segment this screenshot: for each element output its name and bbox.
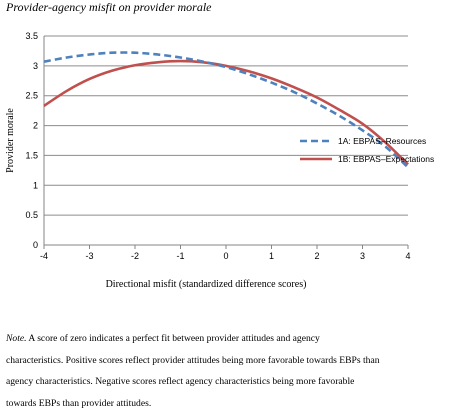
legend-label-resources: 1A: EBPAS–Resources <box>338 136 426 146</box>
y-tick-label: 3 <box>33 61 38 71</box>
x-tick-label: -4 <box>40 251 48 261</box>
figure-note: Note. A score of zero indicates a perfec… <box>6 328 466 414</box>
x-tick-label: -2 <box>131 251 139 261</box>
y-tick-label: 3.5 <box>25 31 38 41</box>
y-tick-label: 2 <box>33 121 38 131</box>
x-tick-label: -1 <box>176 251 184 261</box>
x-axis-label: Directional misfit (standardized differe… <box>106 279 307 290</box>
series-line-expectations <box>43 59 409 166</box>
figure-title: Provider-agency misfit on provider moral… <box>6 0 212 14</box>
series-line-resources <box>43 51 409 169</box>
note-line-2: characteristics. Positive scores reflect… <box>6 354 380 366</box>
legend: 1A: EBPAS–Resources 1B: EBPAS–Expectation… <box>300 136 434 164</box>
y-tick-label: 1.5 <box>25 150 38 160</box>
x-tick-label: 2 <box>314 251 319 261</box>
legend-label-expectations: 1B: EBPAS–Expectations <box>338 154 434 164</box>
axes <box>43 36 409 249</box>
note-prefix: Note. <box>6 333 27 344</box>
tick-labels: 0 0.5 1 1.5 2 2.5 3 3.5 -4 -3 -2 -1 0 1 2 3 4 <box>25 31 410 261</box>
chart: 0 0.5 1 1.5 2 2.5 3 3.5 -4 -3 -2 -1 0 1 2 3 4 Provider m… <box>5 31 434 290</box>
x-tick-label: -3 <box>85 251 93 261</box>
y-tick-label: 2.5 <box>25 91 38 101</box>
x-tick-label: 0 <box>223 251 228 261</box>
note-line-3: agency characteristics. Negative scores … <box>6 376 355 387</box>
y-tick-label: 1 <box>33 180 38 190</box>
x-tick-label: 4 <box>405 251 410 261</box>
gridlines <box>44 35 408 216</box>
x-tick-label: 3 <box>360 251 365 261</box>
note-line-1: A score of zero indicates a perfect fit … <box>26 333 320 344</box>
x-tick-label: 1 <box>269 251 274 261</box>
note-line-4: towards EBPs than provider attitudes. <box>6 397 152 409</box>
series-lines <box>43 51 409 169</box>
y-tick-label: 0 <box>33 240 38 250</box>
y-tick-label: 0.5 <box>25 210 38 220</box>
y-axis-label: Provider morale <box>5 108 16 173</box>
